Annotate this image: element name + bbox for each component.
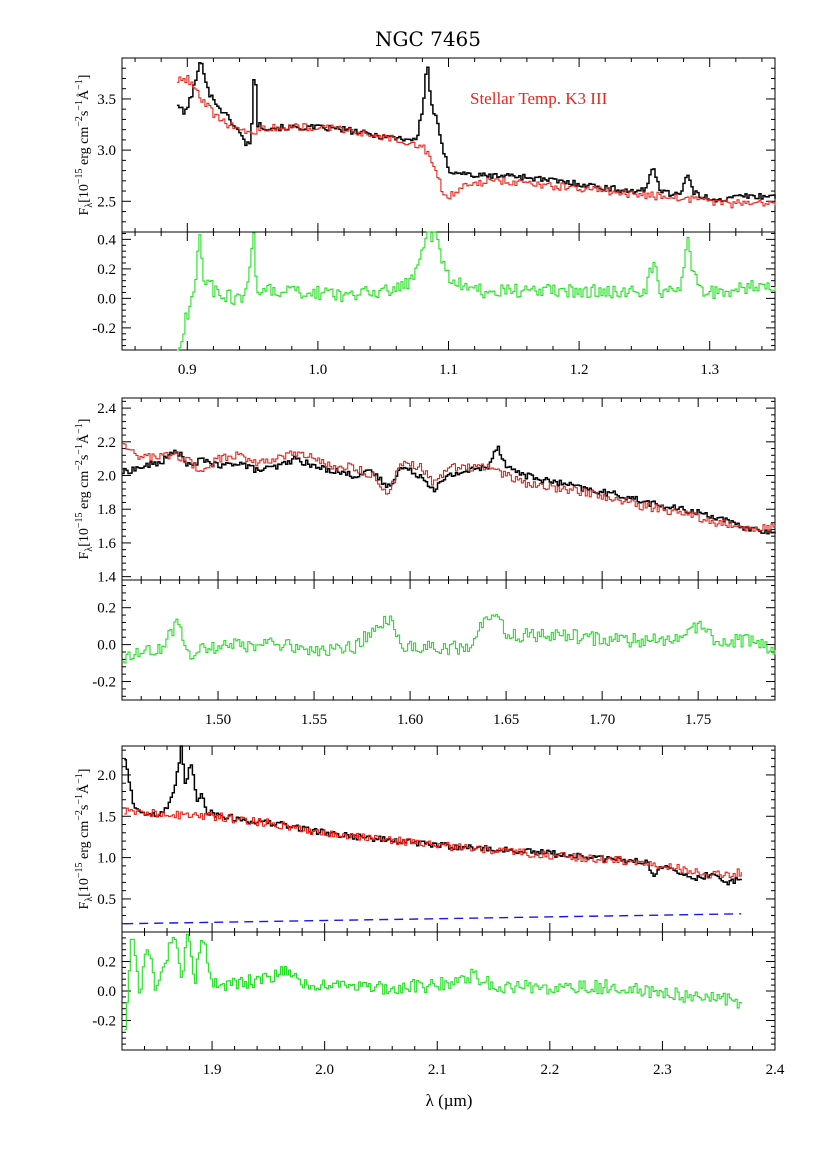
x-tick-label: 1.0 — [309, 362, 328, 378]
panel-band-1: 2.5 3.0 3.5Fλ[10−15 erg cm−2s−1Å−1] Stellar… — [74, 57, 776, 378]
model-series-line — [122, 443, 776, 532]
x-tick-label: 1.60 — [397, 712, 423, 728]
y-tick-label: 0.0 — [97, 984, 116, 1000]
y-tick-label: 0.2 — [97, 262, 116, 278]
x-tick-label: 0.9 — [178, 362, 197, 378]
model-series-line — [176, 75, 776, 209]
x-tick-label: 2.1 — [428, 1062, 447, 1078]
y-tick-label: 0.0 — [97, 291, 116, 307]
y-tick-label: 0.5 — [97, 892, 116, 908]
observed-series-line — [122, 445, 776, 535]
residual-series-line — [124, 933, 742, 1031]
chart-title: NGC 7465 — [375, 27, 481, 51]
y-axis-label: Fλ[10−15 erg cm−2s−1Å−1] — [74, 75, 95, 216]
residual-series-line — [122, 614, 776, 664]
x-tick-label: 2.0 — [315, 1062, 334, 1078]
x-tick-label: 1.3 — [700, 362, 719, 378]
y-tick-label: -0.2 — [92, 675, 116, 691]
panel-band-2: 1.4 1.6 1.8 2.0 2.2 2.4Fλ[10−15 erg cm−2s−1Å−… — [74, 397, 776, 728]
x-tick-label: 1.50 — [205, 712, 231, 728]
y-tick-label: -0.2 — [92, 321, 116, 337]
x-tick-label: 1.9 — [203, 1062, 222, 1078]
axes-frame — [121, 745, 776, 933]
y-tick-label: 3.5 — [97, 92, 116, 108]
y-tick-label: 2.5 — [97, 194, 116, 210]
y-axis-label: Fλ[10−15 erg cm−2s−1Å−1] — [74, 769, 95, 910]
y-tick-label: 2.0 — [97, 469, 116, 485]
spectrum-subplot: 1.4 1.6 1.8 2.0 2.2 2.4Fλ[10−15 erg cm−2s−1Å−… — [74, 397, 776, 586]
x-tick-label: 2.4 — [766, 1062, 785, 1078]
y-tick-label: 0.0 — [97, 638, 116, 654]
x-tick-label: 1.2 — [570, 362, 589, 378]
spectrum-subplot: 0.5 1.0 1.5 2.0Fλ[10−15 erg cm−2s−1Å−1] — [74, 745, 776, 933]
x-axis-label: λ (µm) — [426, 1091, 473, 1110]
residual-subplot: 1.9 2.0 2.1 2.2 2.3 2.4 -0.2 0.0 0.2 — [92, 931, 785, 1078]
y-tick-label: 2.0 — [97, 768, 116, 784]
y-tick-label: 1.4 — [97, 570, 116, 586]
residual-subplot: 1.50 1.55 1.60 1.65 1.70 1.75 -0.2 0.0 0.2 — [92, 579, 776, 728]
spectrum-subplot: 2.5 3.0 3.5Fλ[10−15 erg cm−2s−1Å−1] Stellar… — [74, 57, 776, 233]
x-tick-label: 2.3 — [653, 1062, 672, 1078]
x-tick-label: 1.75 — [685, 712, 711, 728]
x-tick-label: 2.2 — [540, 1062, 559, 1078]
template-annotation: Stellar Temp. K3 III — [470, 89, 608, 108]
x-tick-label: 1.1 — [439, 362, 458, 378]
model-series-line — [124, 807, 742, 879]
x-tick-label: 1.65 — [493, 712, 519, 728]
residual-series-line — [176, 231, 776, 351]
y-tick-label: 1.5 — [97, 809, 116, 825]
y-tick-label: 0.2 — [97, 601, 116, 617]
y-tick-label: 2.2 — [97, 435, 116, 451]
y-tick-label: 0.2 — [97, 955, 116, 971]
y-tick-label: 3.0 — [97, 143, 116, 159]
x-tick-label: 1.70 — [589, 712, 615, 728]
y-tick-label: 1.8 — [97, 502, 116, 518]
plot-area: 2.53.03.5Fλ[10−15 erg cm−2s−1Å−1]Stellar… — [74, 57, 785, 1078]
y-tick-label: 1.0 — [97, 851, 116, 867]
y-tick-label: 1.6 — [97, 536, 116, 552]
y-tick-label: -0.2 — [92, 1014, 116, 1030]
residual-subplot: 0.9 1.0 1.1 1.2 1.3 -0.2 0.0 0.2 0.4 — [92, 231, 776, 378]
y-axis-label: Fλ[10−15 erg cm−2s−1Å−1] — [74, 419, 95, 560]
observed-series-line — [176, 61, 776, 203]
axes-frame — [121, 57, 776, 233]
panel-band-3: 0.51.01.52.0Fλ[10−15 erg cm−2s−1Å−1]1.9 2… — [74, 745, 785, 1078]
continuum-series-line — [124, 913, 742, 925]
axes-frame — [121, 397, 776, 581]
y-tick-label: 2.4 — [97, 401, 116, 417]
y-tick-label: 0.4 — [97, 232, 116, 248]
x-tick-label: 1.55 — [301, 712, 327, 728]
